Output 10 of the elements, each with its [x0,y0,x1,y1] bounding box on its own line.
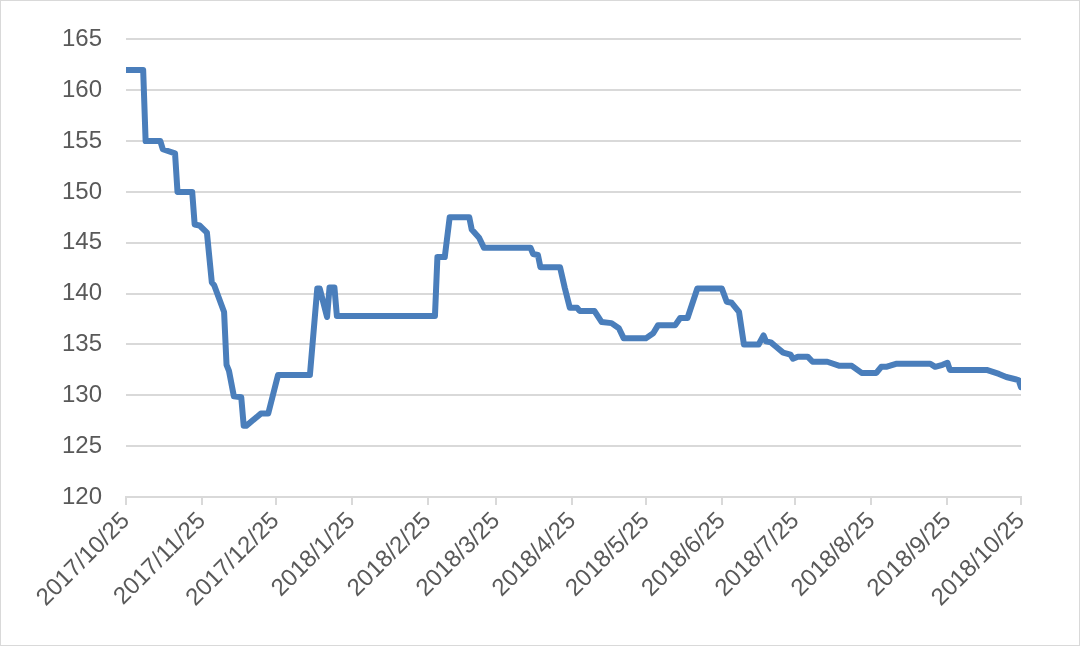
y-tick-label: 150 [61,176,102,204]
y-tick-label: 140 [61,278,102,306]
y-tick-label: 130 [61,379,102,407]
y-tick-label: 135 [61,329,102,357]
y-tick-label: 165 [61,24,102,52]
y-tick-label: 160 [61,74,102,102]
y-tick-label: 145 [61,227,102,255]
y-tick-label: 125 [61,430,102,458]
y-tick-label: 155 [61,125,102,153]
y-tick-label: 120 [61,481,102,509]
